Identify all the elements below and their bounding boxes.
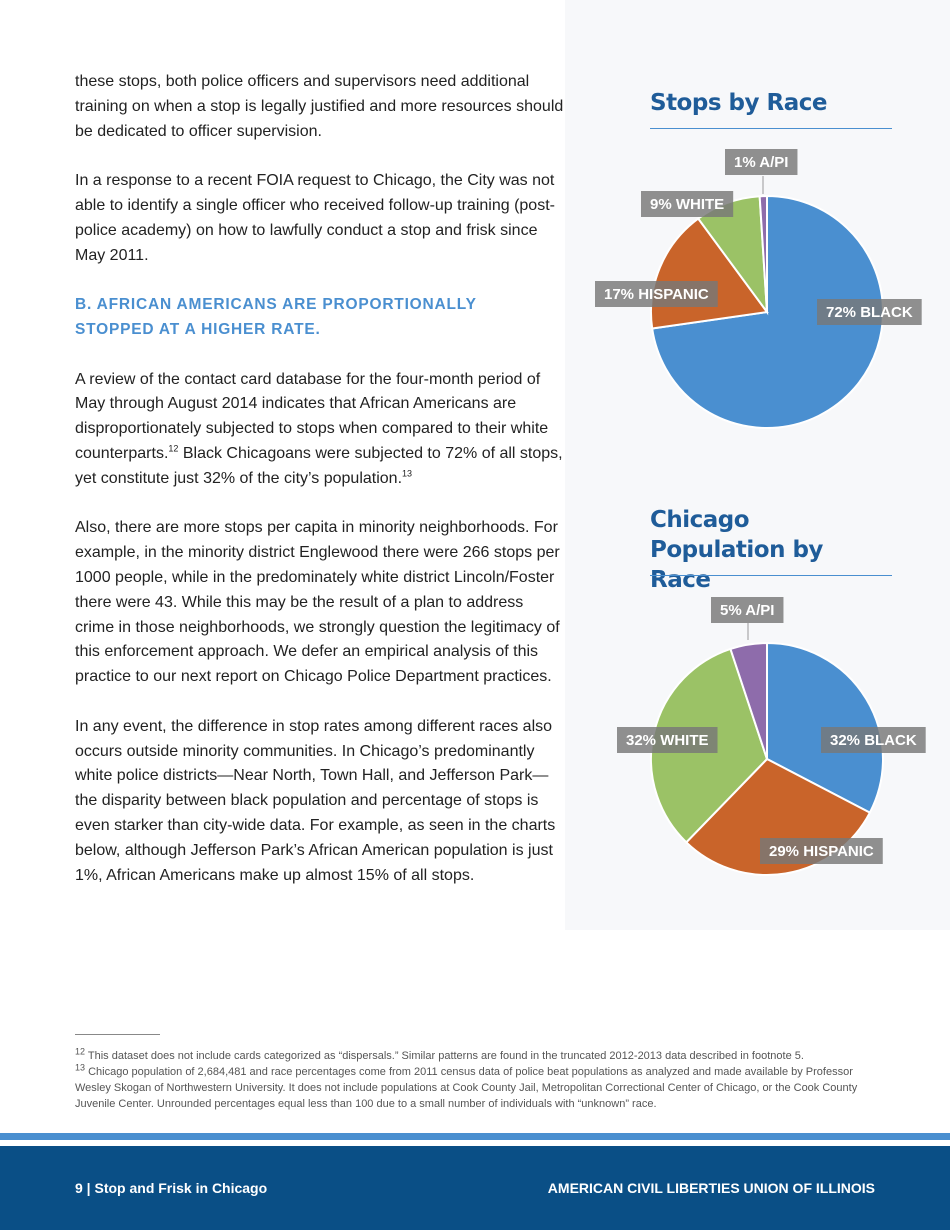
- text: Black Chicagoans were subjected to 72% o…: [75, 444, 563, 487]
- label-box: [595, 281, 718, 307]
- footnote: 12 This dataset does not include cards c…: [75, 1046, 890, 1064]
- label-box: [760, 838, 883, 864]
- label-box: [641, 191, 734, 217]
- label-box: [817, 299, 922, 325]
- text: A review of the contact card database fo…: [75, 370, 549, 462]
- data-label: 5% A/PI: [720, 602, 774, 619]
- footnote-mark: 13: [75, 1062, 86, 1073]
- data-label: 9% WHITE: [650, 196, 724, 213]
- footnote-text: This dataset does not include cards cate…: [87, 1050, 804, 1062]
- data-label: 72% BLACK: [826, 304, 913, 321]
- footnote-ref: 13: [402, 468, 413, 479]
- footnote-text: Chicago population of 2,684,481 and race…: [75, 1066, 858, 1110]
- footer: 9 | Stop and Frisk in Chicago AMERICAN C…: [0, 1146, 950, 1230]
- label-box: [821, 727, 926, 753]
- footnote: 13 Chicago population of 2,684,481 and r…: [75, 1062, 890, 1112]
- label-box: [617, 727, 718, 753]
- paragraph: In a response to a recent FOIA request t…: [75, 172, 555, 264]
- paragraph: In any event, the difference in stop rat…: [75, 717, 556, 884]
- label-box: [711, 597, 784, 623]
- slice: [758, 194, 768, 313]
- footer-right: AMERICAN CIVIL LIBERTIES UNION OF ILLINO…: [547, 1180, 875, 1196]
- footnote-mark: 12: [75, 1046, 86, 1057]
- paragraph: these stops, both police officers and su…: [75, 73, 564, 140]
- footnotes: 12 This dataset does not include cards c…: [75, 1046, 890, 1112]
- body-text: these stops, both police officers and su…: [75, 70, 565, 913]
- data-label: 32% WHITE: [626, 732, 709, 749]
- data-label: 1% A/PI: [734, 154, 788, 171]
- charts: 72% BLACK 17% HISPANIC 9% WHITE 1% A/PI 32% …: [595, 149, 926, 876]
- chart-title: Stops by Race: [650, 90, 827, 116]
- section-heading: B. AFRICAN AMERICANS ARE PROPORTIONALLY …: [75, 296, 477, 338]
- footer-left: 9 | Stop and Frisk in Chicago: [75, 1180, 268, 1196]
- label-box: [725, 149, 798, 175]
- footnote-ref: 12: [168, 443, 179, 454]
- chart-title: Chicago Population by Race: [650, 507, 823, 593]
- footnote-rule: [75, 1034, 160, 1035]
- rule: [650, 128, 892, 129]
- footer-stripe: [0, 1133, 950, 1140]
- data-label: 32% BLACK: [830, 732, 917, 749]
- paragraph: Also, there are more stops per capita in…: [75, 519, 560, 686]
- data-label: 17% HISPANIC: [604, 286, 709, 303]
- rule: [650, 575, 892, 576]
- paragraph: A review of the contact card database fo…: [75, 368, 565, 492]
- data-label: 29% HISPANIC: [769, 843, 874, 860]
- slice: [729, 641, 768, 760]
